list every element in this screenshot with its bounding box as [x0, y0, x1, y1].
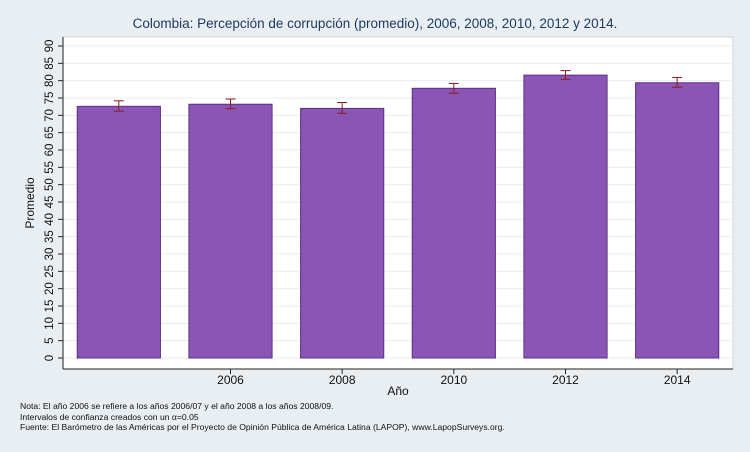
bar [411, 87, 496, 359]
y-tick-label: 75 [44, 92, 56, 105]
bar [188, 103, 273, 359]
y-tick-label: 20 [44, 282, 56, 295]
note-line: Fuente: El Barómetro de las Américas por… [20, 422, 505, 433]
y-tick-label: 40 [44, 213, 56, 226]
y-axis-label: Promedio [23, 177, 37, 229]
x-tick-label: 2012 [552, 373, 579, 387]
x-tick-label: 2006 [217, 373, 244, 387]
y-tick-label: 35 [44, 230, 56, 243]
y-tick-label: 70 [44, 109, 56, 122]
bar [300, 107, 385, 359]
y-tick-label: 60 [44, 144, 56, 157]
y-tick-label: 15 [44, 300, 56, 313]
y-tick-label: 30 [44, 248, 56, 261]
bar [635, 82, 720, 359]
x-tick-label: 2014 [664, 373, 691, 387]
x-tick-label: 2008 [329, 373, 356, 387]
x-axis-label: Año [387, 384, 409, 398]
note-line: Nota: El año 2006 se refiere a los años … [20, 401, 334, 411]
y-tick-label: 80 [44, 74, 56, 87]
plot-area [62, 36, 734, 370]
chart-notes: Nota: El año 2006 se refiere a los años … [20, 401, 505, 433]
y-tick-label: 45 [44, 196, 56, 209]
y-tick-label: 55 [44, 161, 56, 174]
y-tick-label: 10 [44, 317, 56, 330]
y-tick-label: 65 [44, 126, 56, 139]
note-line: Intervalos de confianza creados con un α… [20, 411, 199, 422]
bar [523, 74, 608, 359]
y-tick-label: 25 [44, 265, 56, 278]
y-tick-label: 50 [44, 178, 56, 191]
chart-title: Colombia: Percepción de corrupción (prom… [132, 16, 618, 31]
y-tick-label: 90 [44, 40, 56, 53]
y-tick-label: 5 [44, 337, 56, 343]
y-tick-label: 0 [44, 355, 56, 361]
y-tick-label: 85 [44, 57, 56, 70]
x-tick-label: 2010 [440, 373, 467, 387]
bar-chart: 0 5 10 15 20 25 30 35 40 45 50 55 60 65 70 75 80 85 90 Prom… [23, 36, 734, 398]
bar [76, 105, 161, 359]
